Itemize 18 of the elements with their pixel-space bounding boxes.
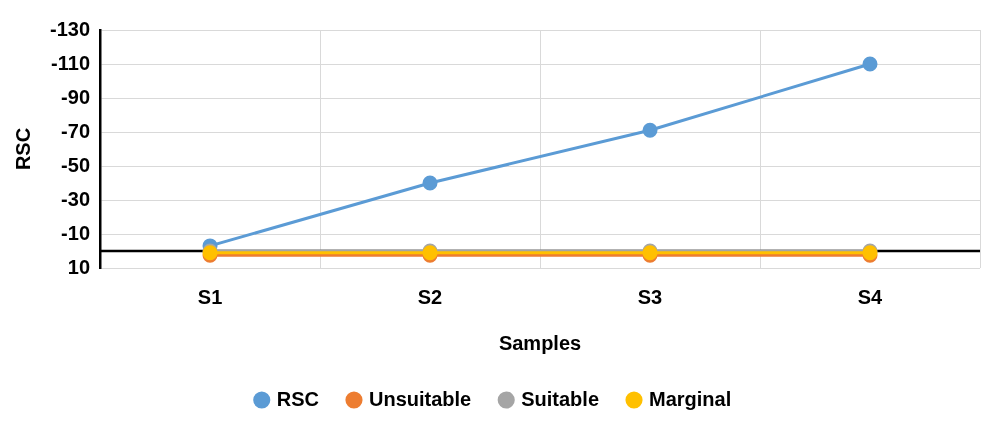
legend-label: RSC <box>276 387 319 410</box>
legend-label: Unsuitable <box>368 387 472 410</box>
y-tick-label: -10 <box>61 221 91 244</box>
y-tick-label: -90 <box>61 85 91 108</box>
y-tick-label: -50 <box>61 153 91 176</box>
x-tick-label: S1 <box>197 285 223 308</box>
x-axis-title: Samples <box>498 331 582 354</box>
y-tick-label: -130 <box>50 17 91 40</box>
y-tick-label: -30 <box>61 187 91 210</box>
y-tick-label: -110 <box>51 51 91 74</box>
x-tick-label: S4 <box>857 285 884 308</box>
legend-label: Marginal <box>649 387 732 410</box>
x-tick-label: S3 <box>637 285 663 308</box>
x-tick-label: S2 <box>417 285 443 308</box>
y-axis-title: RSC <box>11 127 34 171</box>
y-tick-label: -70 <box>61 119 91 142</box>
legend-label: Suitable <box>521 387 600 410</box>
y-tick-label: 10 <box>67 255 91 278</box>
